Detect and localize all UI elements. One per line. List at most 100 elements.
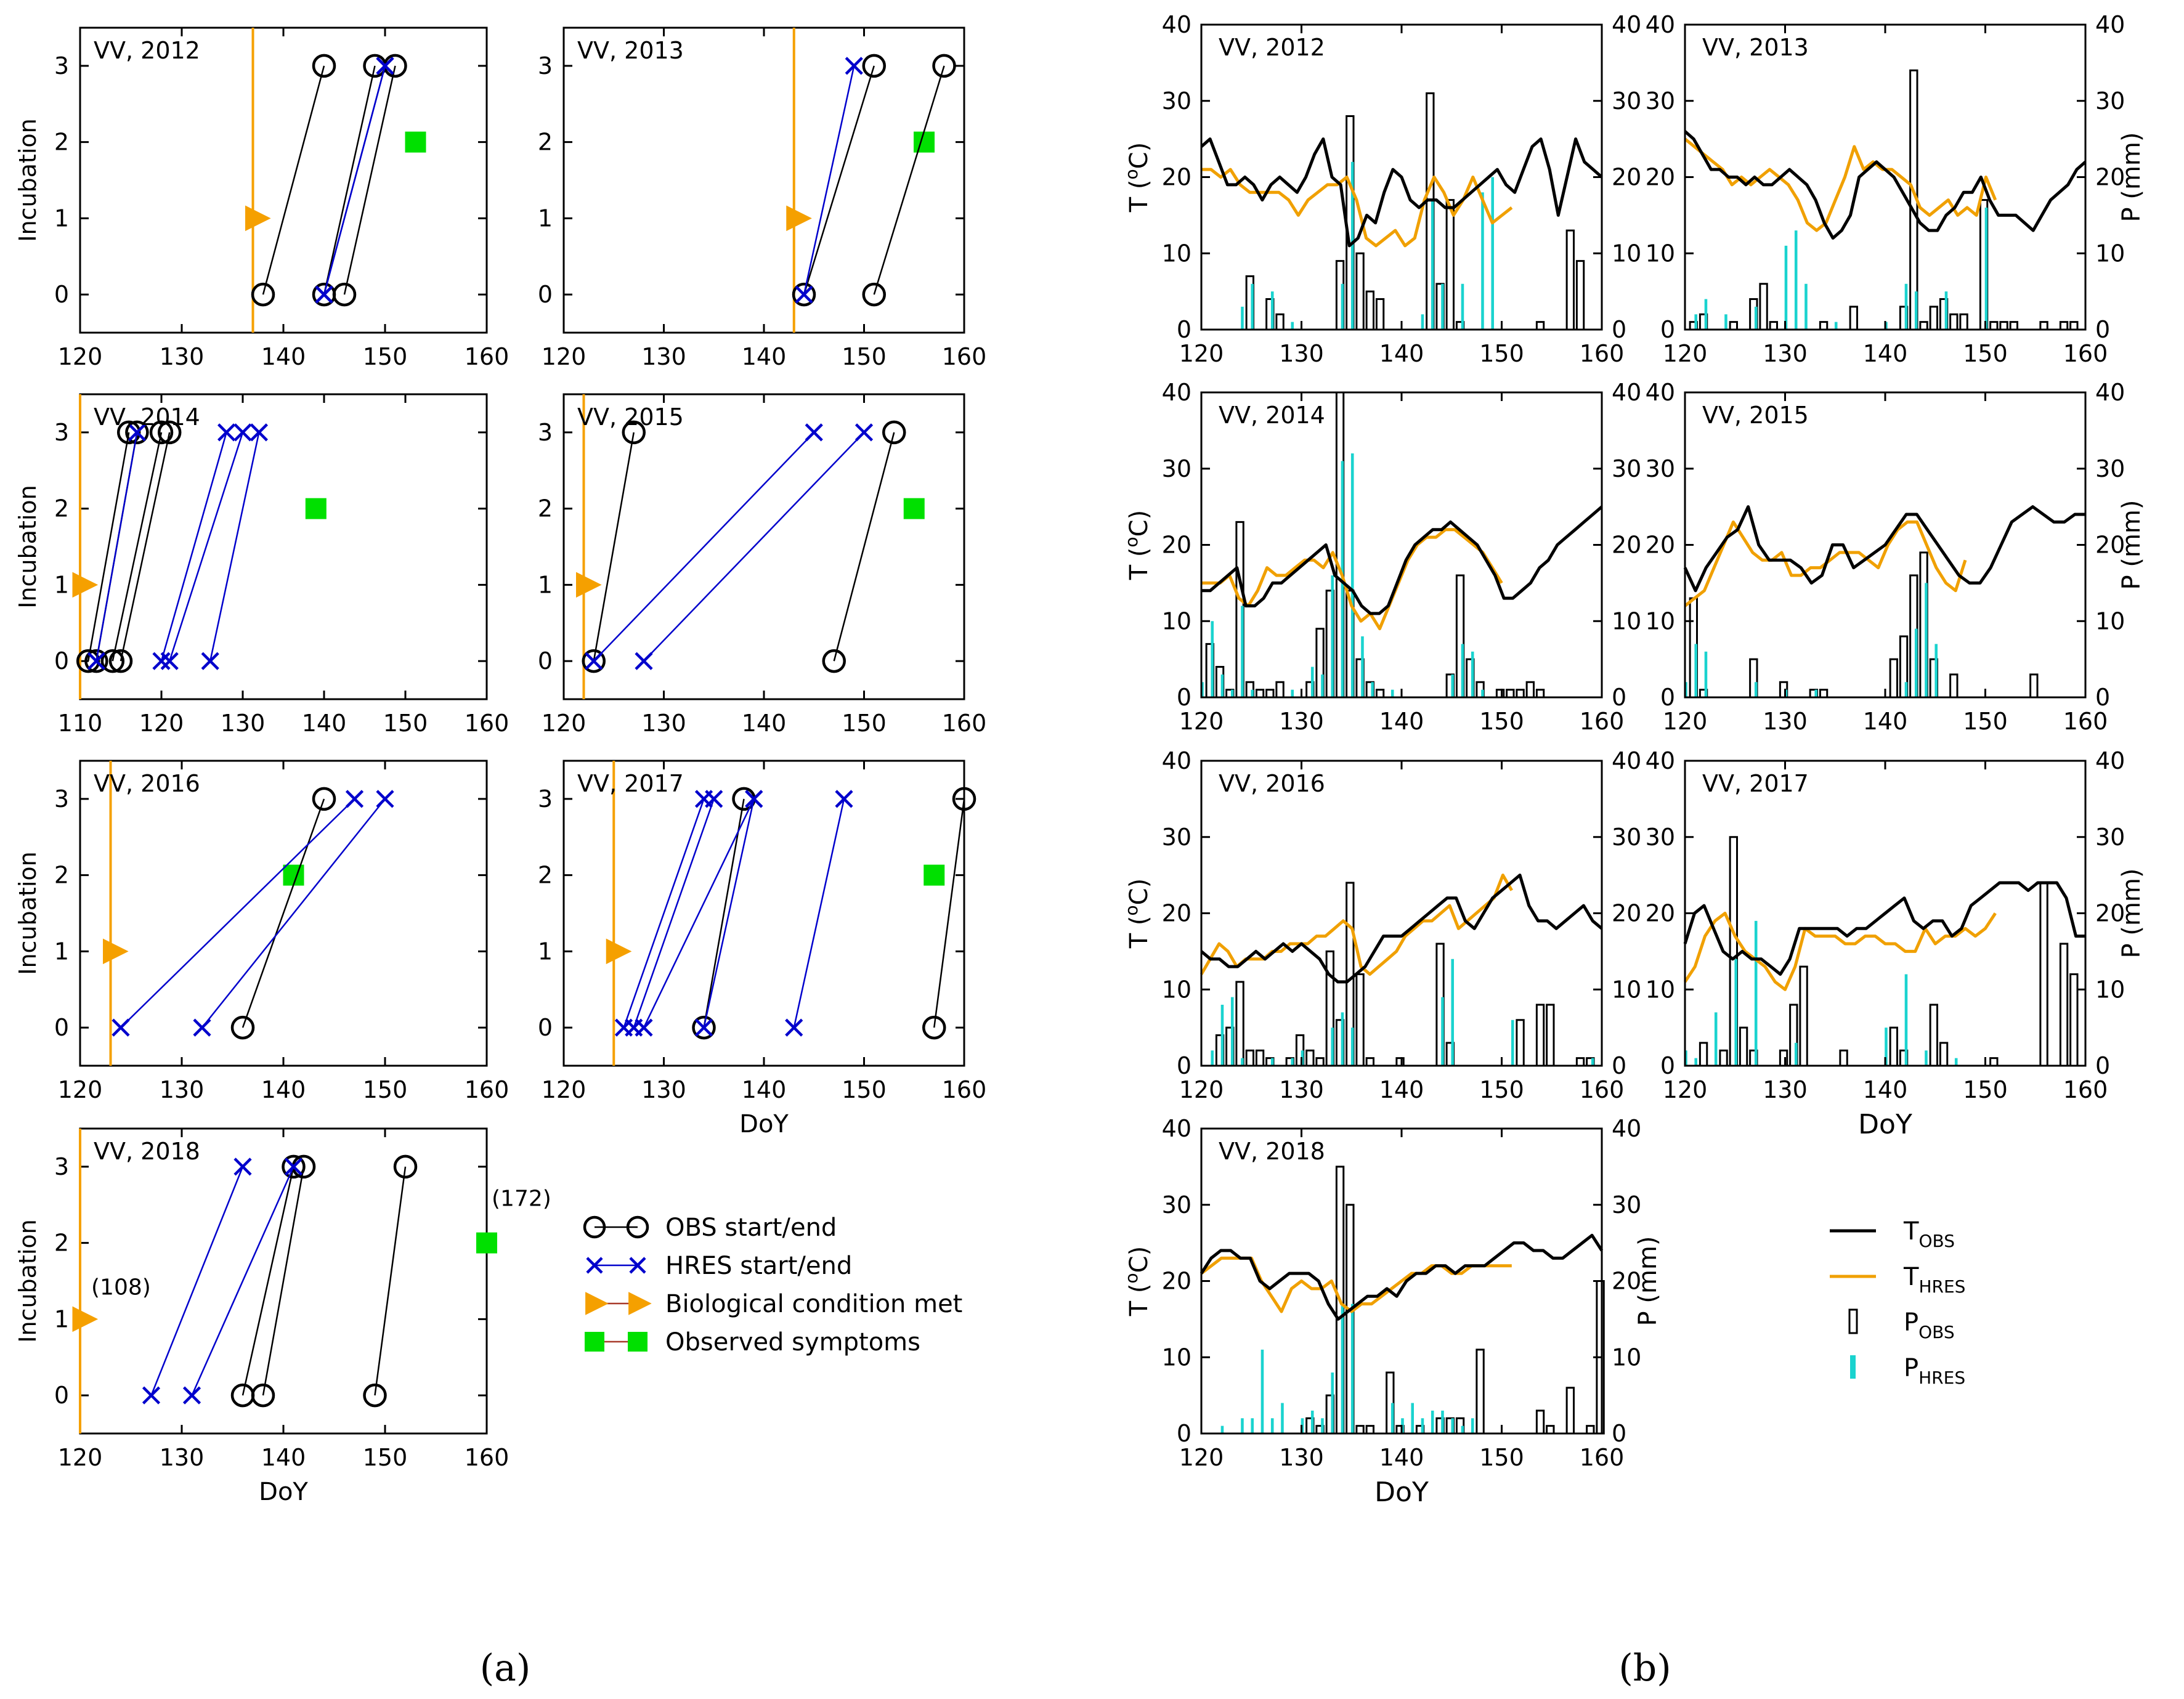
hres-incubation-line xyxy=(160,432,227,662)
y-tick-label-right: 0 xyxy=(2095,1052,2110,1079)
legend-triangle-icon xyxy=(585,1292,609,1315)
y-tick-label-right: 10 xyxy=(1612,240,1641,267)
precip-hres-bar xyxy=(1441,1410,1444,1433)
x-tick-label: 150 xyxy=(842,710,887,737)
y-tick-label-right: 10 xyxy=(1612,607,1641,635)
precip-hres-bar xyxy=(1220,1425,1224,1433)
x-axis-title: DoY xyxy=(259,1478,308,1506)
x-tick-label: 130 xyxy=(1279,1444,1324,1471)
x-tick-label: 140 xyxy=(261,343,306,370)
observed-symptom-marker xyxy=(903,498,925,519)
y-tick-label: 0 xyxy=(538,281,553,308)
obs-end-marker xyxy=(149,420,174,445)
y-tick-label-right: 0 xyxy=(2095,684,2110,711)
precip-hres-bar xyxy=(1281,1403,1284,1433)
hres-incubation-line xyxy=(623,798,705,1028)
precip-hres-bar xyxy=(1451,1418,1454,1433)
y-tick-label: 0 xyxy=(54,1382,69,1409)
x-tick-label: 130 xyxy=(1763,340,1808,367)
hres-incubation-line xyxy=(793,798,845,1028)
precip-hres-bar xyxy=(1350,1028,1354,1066)
x-tick-label: 130 xyxy=(1279,1076,1324,1103)
precip-hres-bar xyxy=(1350,453,1354,697)
x-tick-label: 130 xyxy=(160,1444,205,1471)
y-axis-title: Incubation xyxy=(14,851,41,975)
hres-incubation-line xyxy=(703,798,755,1028)
precip-hres-bar xyxy=(1511,1020,1514,1066)
obs-end-marker xyxy=(882,420,906,445)
y-tick-label-right: 30 xyxy=(2095,455,2125,482)
x-tick-label: 150 xyxy=(842,1076,887,1103)
observed-symptom-marker xyxy=(305,498,327,519)
obs-end-marker xyxy=(952,787,976,811)
hres-incubation-line xyxy=(803,65,855,295)
obs-end-marker xyxy=(622,420,646,445)
y-tick-label: 3 xyxy=(538,52,553,79)
y-axis-title-left: T (oC) xyxy=(1121,510,1153,580)
x-tick-label: 140 xyxy=(1863,340,1908,367)
precip-hres-bar xyxy=(1451,959,1454,1066)
x-tick-label: 120 xyxy=(58,1444,103,1471)
precip-hres-bar xyxy=(1310,667,1314,697)
legend-label: THRES xyxy=(1903,1263,1965,1297)
x-tick-label: 140 xyxy=(261,1444,306,1471)
precip-hres-bar xyxy=(1451,674,1454,697)
hres-start-marker xyxy=(315,285,333,304)
biological-condition-marker xyxy=(103,938,129,965)
y-tick-label: 1 xyxy=(54,938,69,965)
x-tick-label: 140 xyxy=(1379,1444,1424,1471)
y-tick-label-left: 40 xyxy=(1646,379,1675,406)
y-tick-label: 2 xyxy=(54,495,69,522)
hres-start-marker-stroke xyxy=(201,652,219,670)
y-tick-label-left: 40 xyxy=(1162,747,1191,774)
hres-incubation-line xyxy=(150,1166,244,1396)
legend-label-main: P xyxy=(1904,1354,1918,1382)
y-tick-label-left: 30 xyxy=(1162,1191,1191,1218)
precip-hres-bar xyxy=(1944,291,1948,330)
y-tick-label-right: 20 xyxy=(1612,1268,1641,1295)
x-tick-label: 130 xyxy=(221,710,266,737)
hres-end-marker-stroke xyxy=(233,1158,252,1176)
precip-hres-bar xyxy=(1724,314,1727,330)
x-tick-label: 150 xyxy=(363,1444,408,1471)
hres-incubation-line xyxy=(643,798,755,1028)
y-tick-label-right: 40 xyxy=(1612,1115,1641,1142)
hres-end-marker xyxy=(233,1158,252,1176)
symptom-doy-label: (172) xyxy=(492,1186,551,1212)
y-axis-title-part: T ( xyxy=(1125,179,1153,213)
precip-hres-bar xyxy=(1431,200,1434,330)
y-tick-label: 0 xyxy=(54,281,69,308)
y-tick-label-left: 10 xyxy=(1162,976,1191,1003)
precip-hres-bar xyxy=(1291,689,1294,697)
obs-incubation-line xyxy=(87,432,130,662)
hres-end-marker xyxy=(345,790,364,808)
hres-start-marker xyxy=(87,652,105,670)
hres-start-marker-stroke xyxy=(112,1018,130,1037)
temperature-obs-line xyxy=(1684,130,2087,240)
x-tick-label: 130 xyxy=(1279,708,1324,735)
y-tick-label-left: 0 xyxy=(1660,1052,1675,1079)
precip-hres-bar xyxy=(1471,651,1474,697)
y-axis-title-degree: o xyxy=(1121,537,1142,547)
precip-hres-bar xyxy=(1694,314,1697,330)
y-tick-label: 3 xyxy=(54,1153,69,1180)
hres-end-marker xyxy=(835,790,853,808)
precip-hres-bar xyxy=(1211,621,1214,697)
precip-hres-bar xyxy=(1321,1418,1324,1433)
incubation-legend: OBS start/end HRES start/end Biological co… xyxy=(583,1214,962,1356)
hres-start-marker xyxy=(585,652,603,670)
y-tick-label-left: 30 xyxy=(1646,824,1675,851)
precip-hres-bar xyxy=(1694,644,1697,697)
precip-hres-bar xyxy=(1291,1058,1294,1066)
obs-start-marker xyxy=(582,649,606,673)
obs-incubation-line xyxy=(343,65,396,295)
x-tick-label: 110 xyxy=(58,710,103,737)
chart-title: VV, 2014 xyxy=(1219,402,1325,429)
biological-condition-marker xyxy=(72,572,99,598)
legend-label: Observed symptoms xyxy=(665,1328,920,1356)
obs-start-marker xyxy=(108,649,133,673)
hres-end-marker xyxy=(128,423,146,442)
